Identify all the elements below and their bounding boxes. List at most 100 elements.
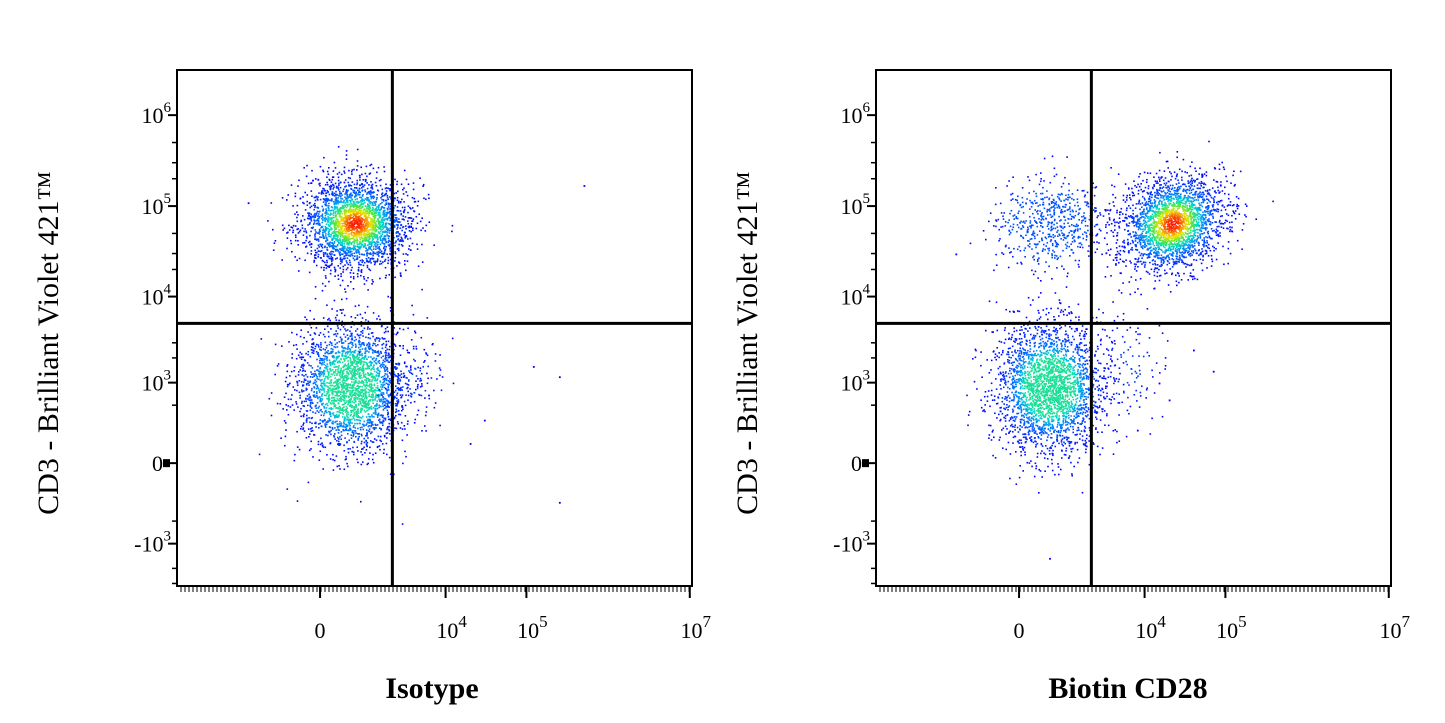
data-point: [328, 257, 331, 260]
data-point: [347, 250, 350, 253]
data-point: [367, 418, 369, 421]
data-point: [354, 394, 357, 397]
data-point: [292, 205, 294, 207]
data-point: [403, 201, 405, 203]
data-point: [367, 212, 369, 214]
data-point: [368, 208, 371, 210]
data-point: [353, 350, 356, 353]
data-point: [357, 360, 360, 363]
data-point: [382, 199, 385, 201]
data-point: [377, 350, 380, 352]
data-point: [347, 451, 350, 454]
data-point: [374, 202, 376, 204]
data-point: [321, 192, 324, 194]
data-point: [338, 438, 340, 440]
data-point: [349, 399, 352, 402]
data-point: [400, 373, 403, 375]
data-point: [322, 421, 324, 423]
data-point: [389, 210, 392, 213]
data-point: [348, 210, 351, 212]
data-point: [336, 235, 338, 237]
data-point: [336, 425, 339, 428]
data-point: [328, 233, 331, 235]
data-point: [314, 257, 316, 259]
data-point: [325, 277, 327, 279]
data-point: [339, 234, 341, 236]
data-point: [343, 409, 345, 411]
data-point: [349, 223, 352, 225]
data-point: [334, 371, 336, 374]
data-point: [387, 187, 389, 189]
data-point: [342, 366, 344, 368]
data-point: [319, 348, 321, 351]
data-point: [336, 346, 339, 348]
data-point: [350, 242, 353, 244]
data-point: [293, 344, 295, 347]
data-point: [353, 378, 355, 381]
data-point: [327, 209, 330, 212]
data-point: [340, 173, 343, 176]
data-point: [349, 217, 352, 220]
data-point: [297, 228, 299, 230]
data-point: [341, 387, 344, 389]
data-point: [328, 430, 330, 433]
data-point: [349, 424, 351, 427]
data-point: [345, 408, 347, 411]
data-point: [356, 179, 358, 182]
data-point: [342, 239, 344, 242]
data-point: [355, 201, 357, 203]
data-point: [383, 166, 385, 168]
data-point: [378, 179, 381, 182]
data-point: [326, 370, 329, 372]
data-point: [360, 264, 362, 266]
data-point: [366, 244, 369, 246]
data-point: [395, 410, 398, 413]
data-point: [355, 220, 358, 222]
data-point: [352, 375, 355, 377]
data-point: [331, 361, 334, 363]
data-point: [406, 260, 409, 262]
data-point: [308, 213, 310, 215]
data-point: [401, 245, 404, 247]
data-point: [416, 248, 419, 250]
data-point: [302, 343, 304, 345]
data-point: [376, 413, 378, 416]
data-point: [343, 349, 345, 352]
data-point: [351, 254, 354, 257]
data-point: [400, 370, 402, 373]
data-point: [279, 403, 282, 405]
data-point: [388, 356, 391, 359]
data-point: [364, 384, 367, 387]
data-point: [326, 248, 328, 251]
data-point: [335, 245, 338, 248]
data-point: [372, 387, 374, 390]
data-point: [368, 406, 370, 409]
data-point: [401, 198, 403, 201]
data-point: [309, 380, 311, 383]
data-point: [324, 403, 327, 406]
data-point: [373, 428, 375, 430]
data-point: [380, 422, 382, 424]
data-point: [362, 381, 364, 383]
data-point: [306, 237, 308, 239]
data-point: [328, 252, 331, 255]
data-point: [347, 362, 350, 365]
data-point: [341, 361, 344, 364]
data-point: [387, 206, 390, 208]
data-point: [358, 256, 361, 258]
data-point: [310, 448, 312, 450]
data-point: [337, 383, 340, 385]
data-point: [384, 260, 386, 262]
data-point: [364, 350, 367, 353]
data-point: [384, 365, 387, 367]
data-point: [382, 398, 384, 401]
data-point: [365, 234, 367, 236]
data-point: [345, 427, 348, 429]
data-point: [337, 234, 339, 237]
data-point: [376, 251, 378, 254]
data-point: [287, 413, 290, 416]
data-point: [305, 437, 308, 439]
data-point: [374, 377, 376, 379]
data-point: [402, 193, 405, 195]
data-point: [349, 342, 351, 344]
